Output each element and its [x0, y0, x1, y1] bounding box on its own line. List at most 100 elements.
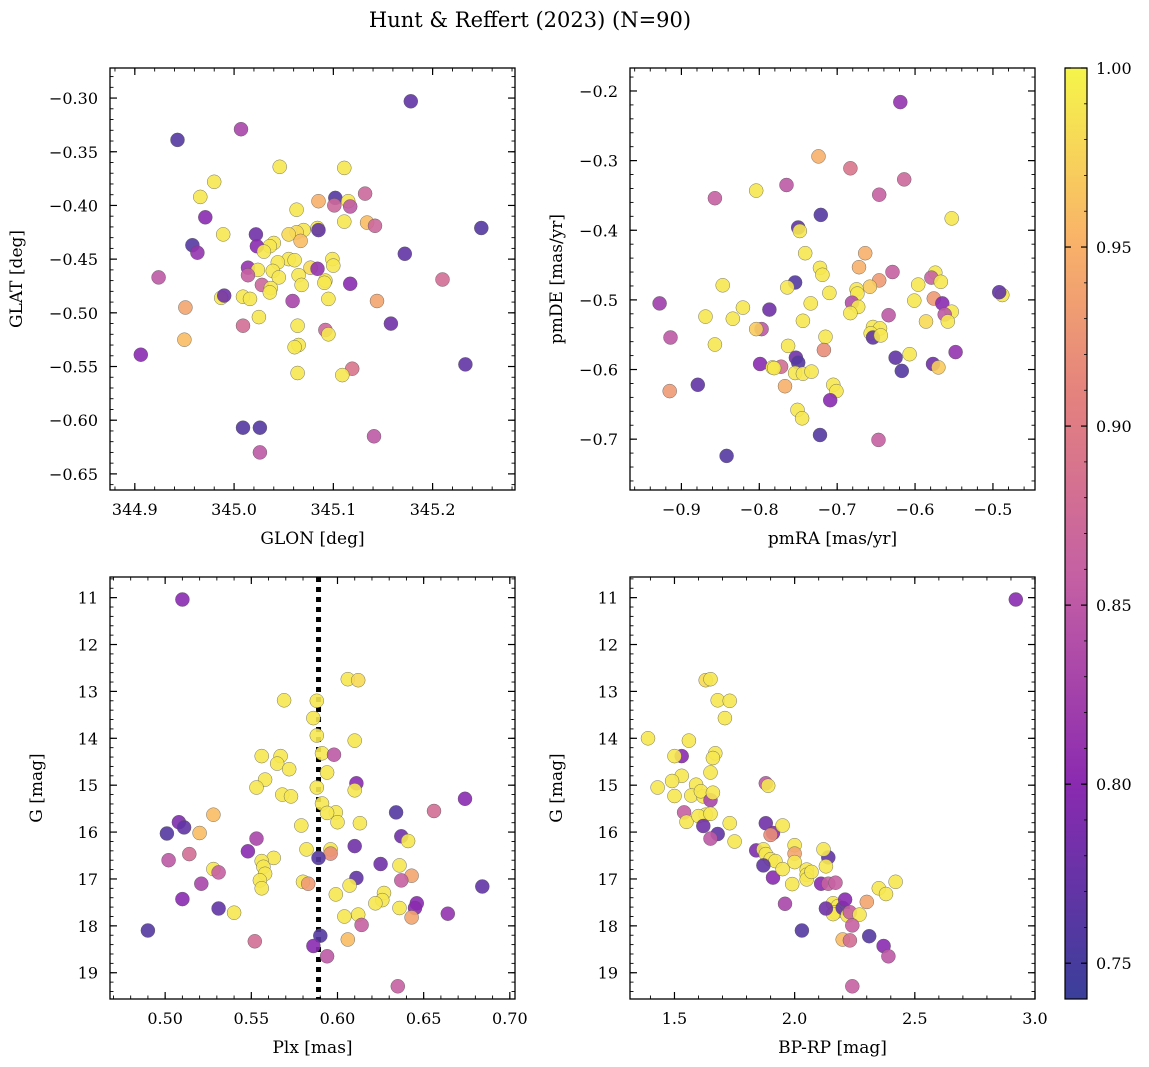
data-point: [369, 293, 385, 309]
data-point: [779, 177, 794, 193]
data-point: [940, 314, 955, 329]
data-point: [301, 876, 316, 891]
data-point: [354, 917, 369, 933]
data-point: [881, 949, 896, 964]
data-point: [851, 260, 867, 275]
data-point: [357, 186, 373, 201]
data-point: [326, 747, 342, 762]
y-tick-label: 12: [598, 636, 618, 655]
data-point: [192, 825, 207, 841]
data-point: [816, 842, 831, 857]
data-point: [392, 858, 407, 873]
x-tick-label: −0.8: [740, 500, 779, 519]
y-tick-label: 14: [78, 729, 98, 748]
data-point: [725, 311, 740, 326]
colorbar-gradient: [1064, 67, 1088, 1000]
data-point: [735, 300, 751, 315]
data-point: [662, 383, 677, 399]
data-point: [352, 816, 368, 831]
x-tick-label: −0.9: [662, 500, 701, 519]
data-point: [798, 245, 813, 261]
data-point: [667, 788, 682, 804]
data-point: [804, 864, 819, 880]
data-point: [862, 279, 878, 294]
x-tick-label: 345.2: [410, 500, 456, 519]
y-axis-label: GLAT [deg]: [7, 230, 27, 328]
data-point: [337, 909, 352, 924]
y-tick-label: 12: [78, 636, 98, 655]
y-tick-label: 13: [598, 682, 618, 701]
x-tick-label: 0.60: [320, 1009, 356, 1028]
data-point: [752, 356, 768, 372]
data-point: [911, 277, 926, 292]
data-point: [262, 285, 277, 300]
data-point: [897, 172, 912, 187]
x-tick-label: 1.5: [662, 1009, 687, 1028]
data-point: [343, 199, 358, 214]
y-tick-label: −0.3: [579, 152, 618, 171]
data-point: [321, 327, 336, 342]
data-point: [285, 293, 300, 309]
y-axis-label: pmDE [mas/yr]: [547, 214, 567, 344]
data-point: [319, 949, 335, 964]
x-axis-label: GLON [deg]: [260, 529, 364, 549]
figure-title: Hunt & Reffert (2023) (N=90): [369, 8, 691, 32]
data-point: [271, 270, 286, 285]
data-point: [342, 878, 357, 893]
data-point: [652, 296, 667, 311]
data-point: [780, 280, 795, 295]
data-point: [170, 132, 185, 148]
data-point: [347, 783, 362, 798]
data-point: [858, 245, 873, 261]
axes-frame: [629, 576, 1036, 1000]
x-tick-label: 345.1: [310, 500, 356, 519]
data-point: [400, 833, 416, 849]
data-point: [664, 773, 680, 789]
x-tick-label: 0.55: [234, 1009, 270, 1028]
data-point: [282, 762, 297, 777]
data-point: [175, 891, 190, 907]
data-point: [390, 979, 405, 994]
data-point: [458, 357, 473, 372]
data-point: [337, 214, 352, 229]
data-point: [933, 274, 948, 289]
data-point: [247, 934, 263, 949]
data-point: [252, 445, 268, 460]
data-point: [289, 202, 304, 217]
data-point: [327, 198, 342, 213]
data-point: [249, 831, 264, 846]
y-tick-label: 18: [598, 917, 618, 936]
data-point: [992, 285, 1007, 300]
y-tick-label: −0.35: [49, 143, 98, 162]
x-axis-label: Plx [mas]: [272, 1038, 352, 1058]
data-point: [815, 267, 830, 282]
data-point: [252, 420, 268, 435]
data-point: [321, 291, 336, 307]
data-point: [785, 876, 800, 892]
data-point: [435, 272, 450, 287]
data-point: [703, 765, 718, 780]
y-tick-label: −0.4: [579, 221, 618, 240]
data-point: [818, 859, 834, 874]
data-point: [249, 780, 264, 795]
data-point: [317, 275, 332, 290]
data-point: [837, 892, 853, 907]
data-point: [176, 820, 192, 835]
y-tick-label: −0.40: [49, 196, 98, 215]
y-tick-label: 11: [598, 589, 618, 608]
y-tick-label: −0.5: [579, 291, 618, 310]
colorbar-tick-label: 0.95: [1096, 238, 1132, 257]
data-point: [707, 337, 723, 352]
data-point: [707, 190, 723, 206]
data-point: [894, 363, 909, 379]
data-point: [254, 748, 269, 764]
data-point: [240, 844, 256, 859]
data-point: [287, 253, 302, 268]
axes-frame: [109, 576, 516, 1000]
colorbar-tick-label: 0.85: [1096, 596, 1132, 615]
data-point: [290, 365, 305, 381]
data-point: [795, 313, 811, 328]
data-point: [404, 910, 419, 925]
y-tick-label: −0.60: [49, 411, 98, 430]
